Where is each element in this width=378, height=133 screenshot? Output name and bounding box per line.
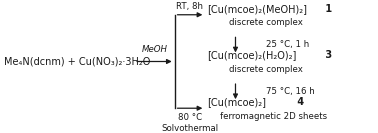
- Text: [Cu(mcoe)₂]: [Cu(mcoe)₂]: [207, 97, 266, 107]
- Text: [Cu(mcoe)₂(H₂O)₂]: [Cu(mcoe)₂(H₂O)₂]: [207, 50, 296, 60]
- Text: discrete complex: discrete complex: [229, 18, 303, 27]
- Text: Me₄N(dcnm) + Cu(NO₃)₂·3H₂O: Me₄N(dcnm) + Cu(NO₃)₂·3H₂O: [4, 57, 150, 66]
- Text: 75 °C, 16 h: 75 °C, 16 h: [266, 87, 314, 96]
- Text: [Cu(mcoe)₂(MeOH)₂]: [Cu(mcoe)₂(MeOH)₂]: [207, 4, 307, 14]
- Text: 25 °C, 1 h: 25 °C, 1 h: [266, 40, 309, 49]
- Text: discrete complex: discrete complex: [229, 65, 303, 74]
- Text: 3: 3: [322, 50, 333, 60]
- Text: 80 °C: 80 °C: [178, 113, 202, 122]
- Text: 4: 4: [294, 97, 304, 107]
- Text: Solvothermal: Solvothermal: [161, 124, 218, 133]
- Text: ferromagnetic 2D sheets: ferromagnetic 2D sheets: [220, 112, 327, 121]
- Text: RT, 8h: RT, 8h: [177, 2, 203, 11]
- Text: 1: 1: [322, 4, 333, 14]
- Text: MeOH: MeOH: [141, 45, 167, 54]
